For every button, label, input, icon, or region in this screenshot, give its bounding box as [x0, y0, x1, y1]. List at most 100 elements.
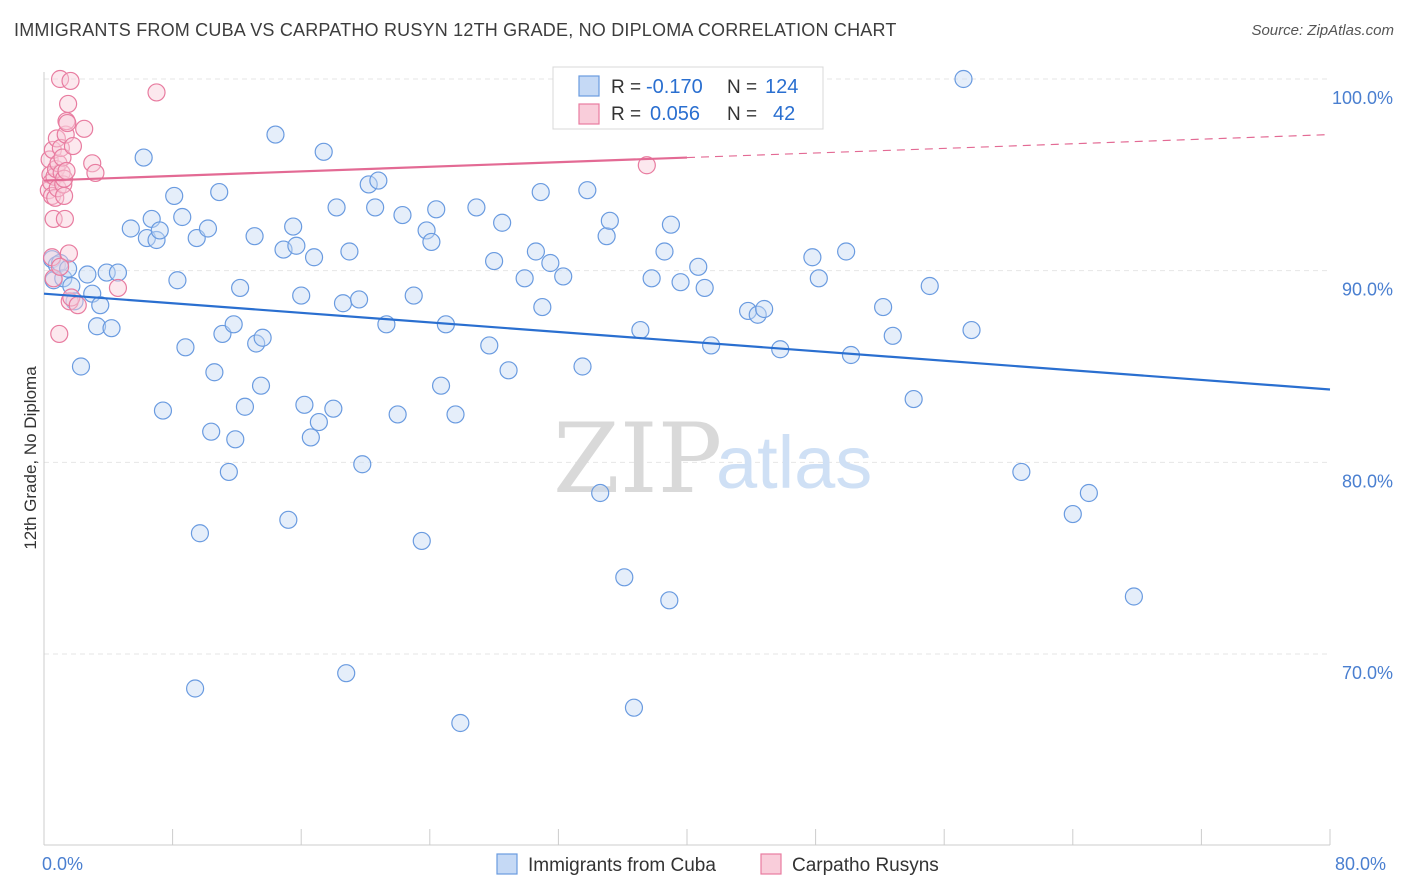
point-cuba	[412, 531, 431, 551]
point-cuba	[245, 227, 264, 246]
point-cuba	[541, 253, 560, 273]
point-cuba	[615, 568, 634, 587]
point-cuba	[600, 211, 619, 230]
point-cuba	[165, 186, 184, 206]
point-cuba	[304, 248, 324, 267]
y-tick-label: 100.0%	[1332, 88, 1393, 108]
point-cuba	[102, 319, 121, 338]
point-cuba	[671, 273, 690, 292]
point-cuba	[573, 357, 592, 376]
point-cuba	[173, 207, 192, 227]
point-cuba	[301, 428, 320, 447]
point-cuba	[353, 455, 372, 474]
point-cuba	[176, 338, 195, 357]
point-cuba	[235, 397, 255, 416]
point-cuba	[284, 217, 303, 236]
point-cuba	[253, 328, 272, 347]
point-cuba	[224, 315, 243, 334]
point-rusyn	[53, 148, 72, 167]
point-cuba	[327, 198, 346, 217]
point-cuba	[153, 401, 173, 420]
point-rusyn	[59, 94, 78, 114]
stats-n-value-blue: 124	[765, 76, 798, 98]
point-rusyn	[68, 296, 87, 315]
chart-title: IMMIGRANTS FROM CUBA VS CARPATHO RUSYN 1…	[14, 20, 897, 40]
legend-swatch-cuba	[496, 853, 518, 875]
point-rusyn	[58, 113, 77, 133]
stats-r-label-blue: R =	[611, 77, 641, 98]
point-cuba	[803, 248, 822, 267]
series-legend: Immigrants from Cuba Carpatho Rusyns	[496, 853, 939, 876]
point-cuba	[874, 297, 893, 317]
point-cuba	[485, 251, 504, 271]
y-tick-label: 80.0%	[1342, 471, 1393, 491]
point-rusyn	[54, 186, 74, 206]
point-cuba	[1124, 587, 1143, 606]
x-tick-label: 80.0%	[1335, 854, 1386, 874]
point-cuba	[168, 271, 187, 290]
trend-line-cuba	[43, 292, 1331, 391]
points	[39, 69, 1143, 733]
point-rusyn	[55, 209, 74, 229]
point-rusyn	[57, 161, 76, 181]
point-rusyn	[59, 244, 79, 263]
point-cuba	[422, 232, 441, 252]
point-cuba	[295, 395, 314, 414]
point-cuba	[71, 357, 91, 376]
point-cuba	[266, 125, 285, 144]
point-cuba	[108, 263, 128, 282]
point-cuba	[554, 267, 573, 286]
point-rusyn	[56, 125, 75, 144]
point-cuba	[314, 142, 333, 161]
point-cuba	[121, 219, 140, 238]
point-cuba	[210, 182, 229, 202]
stats-n-value-pink: 42	[773, 103, 795, 125]
point-cuba	[591, 483, 610, 503]
trend-line-rusyn	[43, 156, 688, 182]
point-cuba	[324, 399, 343, 418]
point-rusyn	[75, 119, 94, 138]
stats-n-label-pink: N =	[727, 104, 757, 125]
point-cuba	[251, 376, 271, 395]
point-rusyn	[108, 278, 128, 298]
stats-r-value-blue: -0.170	[646, 76, 703, 98]
point-cuba	[1012, 462, 1031, 482]
point-cuba	[531, 182, 550, 202]
point-cuba	[134, 148, 153, 167]
point-rusyn	[44, 269, 63, 288]
trend-lines	[43, 133, 1331, 391]
point-cuba	[702, 336, 721, 355]
point-cuba	[205, 363, 224, 382]
point-rusyn	[86, 163, 105, 183]
point-cuba	[404, 286, 423, 305]
point-cuba	[309, 412, 328, 432]
point-cuba	[202, 422, 221, 441]
point-cuba	[87, 317, 107, 336]
point-cuba	[359, 175, 378, 194]
point-cuba	[480, 336, 499, 355]
point-cuba	[369, 171, 388, 190]
point-cuba	[186, 679, 205, 698]
point-cuba	[597, 227, 616, 246]
point-cuba	[198, 219, 218, 238]
point-cuba	[526, 242, 545, 261]
tick-labels: 0.0% 80.0% 70.0% 80.0% 90.0% 100.0%	[42, 88, 1393, 874]
point-cuba	[446, 405, 465, 424]
point-cuba	[451, 713, 470, 733]
point-cuba	[660, 591, 679, 610]
point-cuba	[427, 200, 446, 219]
point-cuba	[366, 198, 385, 217]
stats-legend-swatch-blue	[578, 75, 600, 97]
point-cuba	[954, 69, 973, 89]
point-rusyn	[63, 136, 83, 156]
point-cuba	[533, 297, 552, 317]
point-rusyn	[47, 129, 66, 148]
point-cuba	[388, 405, 407, 424]
stats-n-label-blue: N =	[727, 77, 757, 98]
point-cuba	[1079, 483, 1098, 503]
point-cuba	[190, 524, 210, 543]
point-cuba	[515, 269, 534, 288]
watermark-zip: ZIP	[553, 403, 722, 515]
y-tick-label: 90.0%	[1342, 280, 1393, 300]
point-cuba	[661, 215, 681, 234]
